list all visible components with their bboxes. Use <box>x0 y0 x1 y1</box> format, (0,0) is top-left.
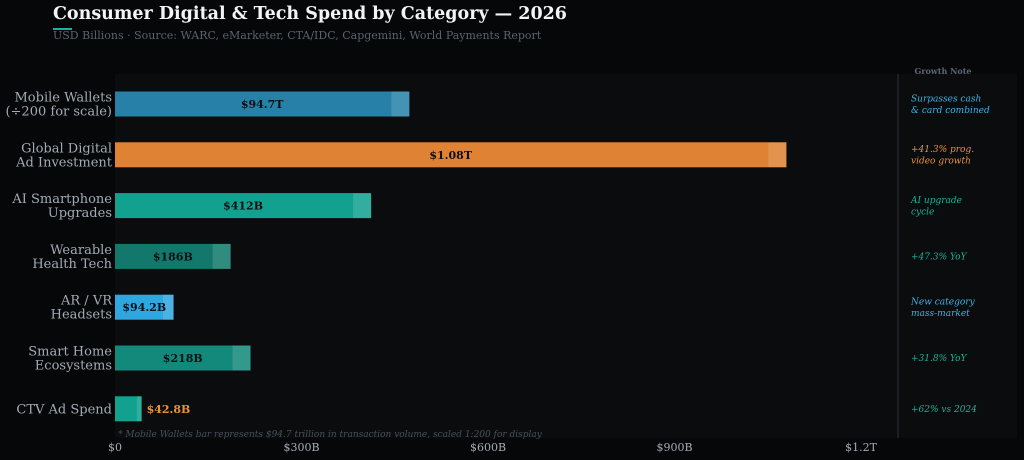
category-label-ctv-ad-spend: CTV Ad Spend <box>16 402 112 417</box>
growth-note-global-digital-ad-investment: +41.3% prog. video growth <box>911 145 974 167</box>
x-tick-label: $300B <box>283 441 319 454</box>
value-label-global-digital-ad-investment: $1.08T <box>429 149 472 162</box>
category-label-ar-vr-headsets: AR / VR Headsets <box>51 294 114 323</box>
x-tick-label: $900B <box>656 441 692 454</box>
value-label-wearable-health-tech: $186B <box>153 250 193 263</box>
growth-note-ctv-ad-spend: +62% vs 2024 <box>911 405 977 415</box>
growth-note-wearable-health-tech: +47.3% YoY <box>911 252 968 262</box>
bar-ai-smartphone-upgrades <box>115 193 372 219</box>
bar-tip-wearable-health-tech <box>212 243 231 269</box>
bar-tip-ar-vr-headsets <box>163 294 174 320</box>
growth-note-smart-home-ecosystems: +31.8% YoY <box>911 354 968 364</box>
title-accent-line <box>53 28 72 30</box>
bars-group: Mobile Wallets (÷200 for scale) $94.7T Surp… <box>5 91 990 422</box>
bar-ar-vr-headsets <box>115 294 174 320</box>
bar-wearable-health-tech <box>115 243 231 269</box>
x-tick-label: $0 <box>108 441 122 454</box>
value-label-ai-smartphone-upgrades: $412B <box>223 200 263 213</box>
value-label-ar-vr-headsets: $94.2B <box>122 301 166 314</box>
category-label-global-digital-ad-investment: Global Digital Ad Investment <box>15 141 113 170</box>
category-label-ai-smartphone-upgrades: AI Smartphone Upgrades <box>11 192 112 221</box>
bar-tip-ai-smartphone-upgrades <box>353 193 372 219</box>
x-tick-label: $600B <box>470 441 506 454</box>
bar-tip-smart-home-ecosystems <box>232 345 251 371</box>
bar-tip-global-digital-ad-investment <box>768 142 787 168</box>
category-label-smart-home-ecosystems: Smart Home Ecosystems <box>28 345 112 374</box>
notes-header: Growth Note <box>915 66 972 76</box>
chart-subtitle: USD Billions · Source: WARC, eMarketer, … <box>53 29 542 42</box>
category-label-wearable-health-tech: Wearable Health Tech <box>32 243 112 272</box>
chart-title: Consumer Digital & Tech Spend by Categor… <box>53 4 567 24</box>
bar-global-digital-ad-investment <box>115 142 787 168</box>
bar-tip-ctv-ad-spend <box>136 396 142 422</box>
value-label-mobile-wallets-200-for-scale: $94.7T <box>241 98 284 111</box>
bar-tip-mobile-wallets-200-for-scale <box>391 91 410 117</box>
value-label-ctv-ad-spend: $42.8B <box>147 403 191 416</box>
bar-ctv-ad-spend <box>115 396 142 422</box>
x-axis: $0 $300B $600B $900B $1.2T <box>108 441 878 454</box>
growth-note-ai-smartphone-upgrades: AI upgrade cycle <box>910 196 962 218</box>
category-label-mobile-wallets-200-for-scale: Mobile Wallets (÷200 for scale) <box>5 91 112 120</box>
value-label-smart-home-ecosystems: $218B <box>163 352 203 365</box>
bar-mobile-wallets-200-for-scale <box>115 91 410 117</box>
plot-area <box>115 74 1017 438</box>
bar-smart-home-ecosystems <box>115 345 251 371</box>
growth-note-mobile-wallets-200-for-scale: Surpasses cash & card combined <box>911 94 990 116</box>
footnote: * Mobile Wallets bar represents $94.7 tr… <box>118 430 543 440</box>
x-tick-label: $1.2T <box>845 441 877 454</box>
growth-note-ar-vr-headsets: New category mass-market <box>910 297 976 319</box>
